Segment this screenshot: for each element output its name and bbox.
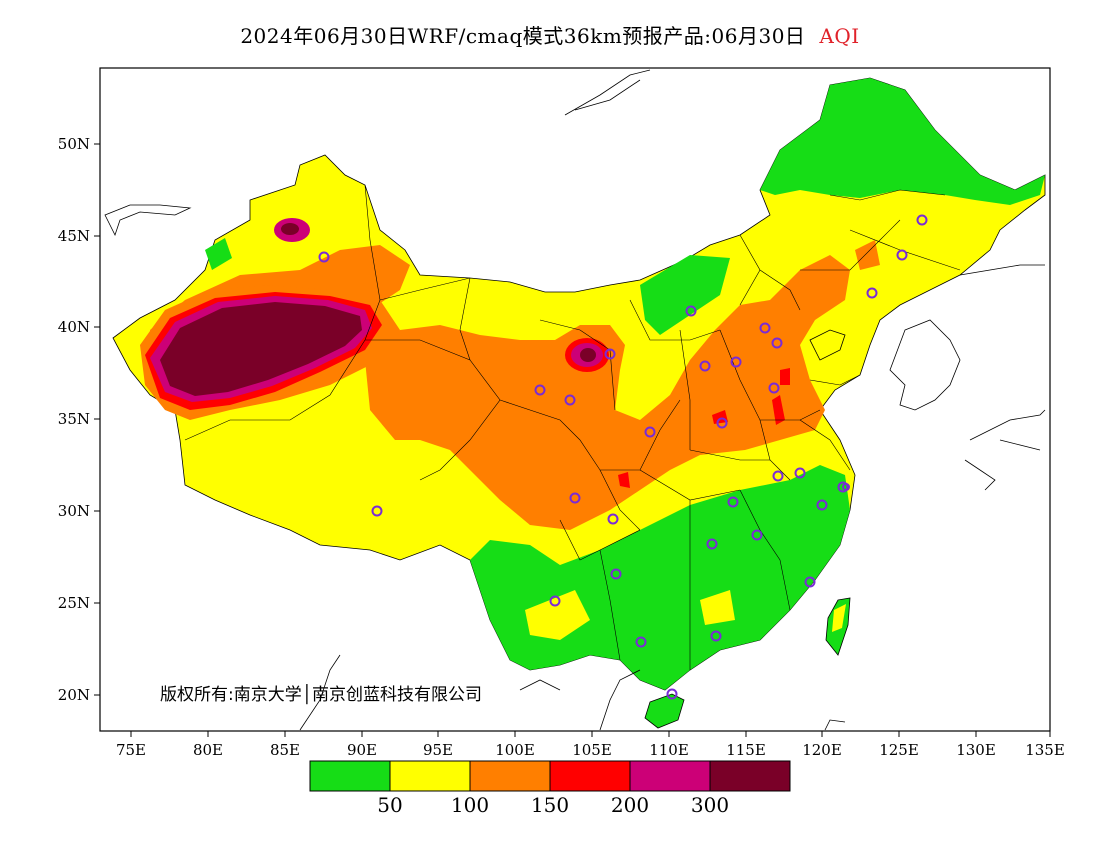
- lat-axis: 50N 45N 40N 35N 30N 25N 20N: [58, 135, 100, 704]
- lat-label: 45N: [58, 227, 90, 245]
- station-marker: [768, 382, 780, 394]
- legend-swatch: [709, 760, 791, 792]
- zone-moderate-south-2: [700, 590, 735, 625]
- station-marker: [685, 305, 697, 317]
- legend-label: 50: [377, 793, 402, 817]
- lon-label: 75E: [116, 741, 146, 759]
- legend-swatch: [629, 760, 711, 792]
- hotspot-central-1: [618, 472, 630, 488]
- station-markers: [318, 214, 928, 700]
- station-marker: [318, 251, 330, 263]
- zone-sensitive-central: [365, 255, 850, 530]
- province-boundaries: [184, 184, 961, 670]
- legend-labels: 50 100 150 200 300: [377, 793, 729, 817]
- station-marker: [804, 576, 816, 588]
- legend-swatch: [309, 760, 391, 792]
- lon-label: 110E: [649, 741, 689, 759]
- map-content: [104, 69, 1046, 731]
- zone-sensitive-northeast: [855, 240, 880, 270]
- station-marker: [607, 513, 619, 525]
- lon-label: 80E: [193, 741, 223, 759]
- hotspot-east-1: [772, 395, 785, 425]
- legend-label: 100: [451, 793, 489, 817]
- station-marker: [716, 417, 728, 429]
- station-marker: [699, 360, 711, 372]
- station-marker: [644, 426, 656, 438]
- lon-label: 135E: [1025, 741, 1065, 759]
- island-taiwan-moderate: [832, 604, 846, 632]
- legend-swatch: [469, 760, 551, 792]
- station-marker: [564, 394, 576, 406]
- hotspot-ningxia-core: [580, 348, 596, 362]
- lon-label: 105E: [572, 741, 612, 759]
- station-marker: [710, 630, 722, 642]
- lat-label: 30N: [58, 502, 90, 520]
- hotspot-east-3: [712, 410, 728, 424]
- zone-good-north: [640, 255, 730, 335]
- station-marker: [727, 496, 739, 508]
- lat-label: 40N: [58, 318, 90, 336]
- station-marker: [604, 348, 616, 360]
- lon-label: 130E: [956, 741, 996, 759]
- station-marker: [371, 505, 383, 517]
- station-marker: [916, 214, 928, 226]
- station-marker: [837, 481, 849, 493]
- station-marker: [730, 356, 742, 368]
- title-main: 2024年06月30日WRF/cmaq模式36km预报产品:06月30日: [240, 24, 806, 48]
- legend-label: 300: [691, 793, 729, 817]
- lon-label: 85E: [270, 741, 300, 759]
- station-marker: [896, 249, 908, 261]
- hotspot-junggar-core: [281, 223, 299, 235]
- legend-label: 200: [611, 793, 649, 817]
- lat-label: 50N: [58, 135, 90, 153]
- lon-label: 95E: [423, 741, 453, 759]
- station-marker: [610, 568, 622, 580]
- station-marker: [772, 470, 784, 482]
- zone-good-west: [205, 238, 232, 270]
- station-marker: [569, 492, 581, 504]
- lat-label: 25N: [58, 594, 90, 612]
- lat-label: 35N: [58, 410, 90, 428]
- station-marker: [866, 287, 878, 299]
- zone-hazardous-tarim: [160, 302, 362, 396]
- station-marker: [771, 337, 783, 349]
- station-marker: [666, 688, 678, 700]
- station-marker: [549, 595, 561, 607]
- legend-label: 150: [531, 793, 569, 817]
- station-marker: [635, 636, 647, 648]
- station-marker: [816, 499, 828, 511]
- station-marker: [759, 322, 771, 334]
- station-marker: [706, 538, 718, 550]
- copyright-text: 版权所有:南京大学│南京创蓝科技有限公司: [160, 685, 482, 705]
- neighbor-coastlines: [104, 69, 1046, 731]
- station-marker: [842, 483, 850, 491]
- lon-label: 120E: [802, 741, 842, 759]
- island-hainan: [644, 693, 685, 729]
- map-title: 2024年06月30日WRF/cmaq模式36km预报产品:06月30日 AQI: [0, 20, 1100, 49]
- zone-moderate-south-1: [525, 590, 590, 640]
- legend-swatch: [549, 760, 631, 792]
- station-marker: [751, 529, 763, 541]
- lon-axis: 75E 80E 85E 90E 95E 100E 105E 110E 115E …: [116, 731, 1065, 759]
- legend-swatch: [389, 760, 471, 792]
- lon-label: 100E: [495, 741, 535, 759]
- lon-label: 90E: [347, 741, 377, 759]
- title-variable: AQI: [819, 24, 860, 48]
- station-marker: [534, 384, 546, 396]
- zone-good-northeast: [760, 78, 1045, 205]
- color-legend: [309, 760, 791, 792]
- hotspot-east-2: [780, 368, 790, 385]
- lat-label: 20N: [58, 686, 90, 704]
- station-marker: [794, 467, 806, 479]
- lon-label: 115E: [726, 741, 766, 759]
- lon-label: 125E: [879, 741, 919, 759]
